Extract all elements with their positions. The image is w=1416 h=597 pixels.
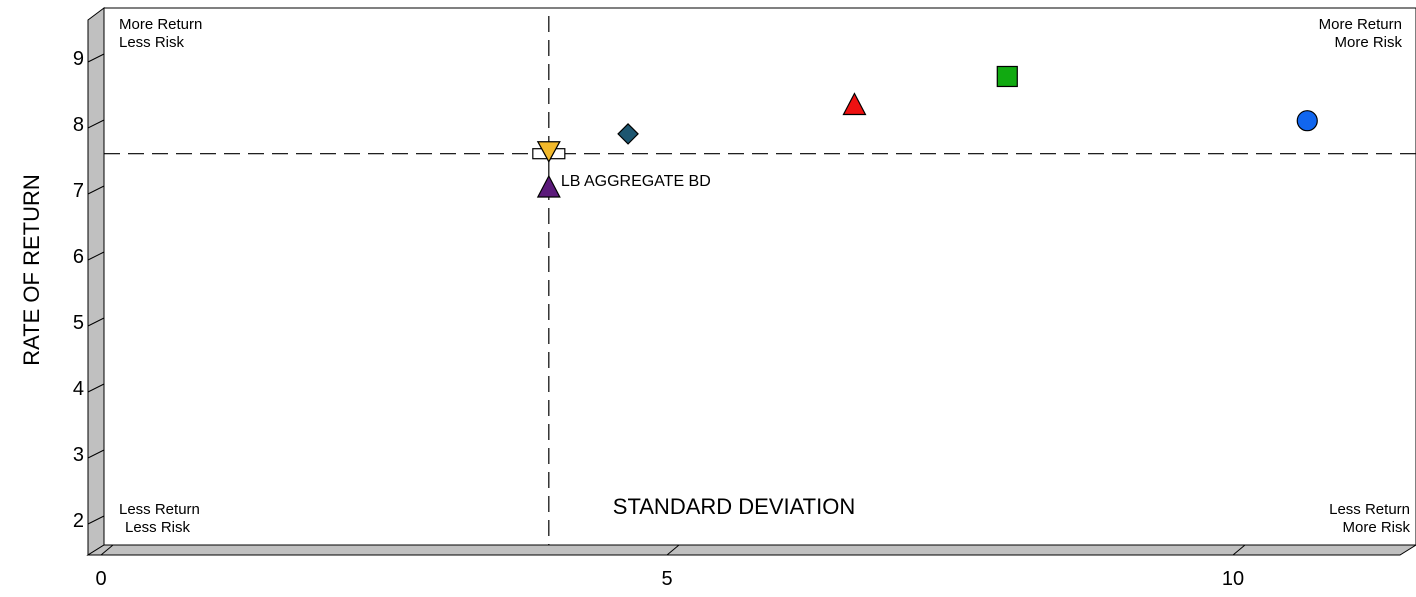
y-tick-mark: [87, 317, 105, 327]
x-tick-label: 0: [95, 568, 106, 590]
quadrant-top-right-line2: More Risk: [1334, 34, 1402, 51]
floor: [86, 544, 1416, 556]
y-tick-label: 6: [73, 246, 84, 268]
y-tick-label: 5: [73, 312, 84, 334]
y-tick-mark: [87, 449, 105, 459]
data-point-square: [996, 65, 1018, 88]
x-tick-label: 5: [661, 568, 672, 590]
data-point-circle: [1296, 110, 1318, 132]
y-tick-mark: [87, 185, 105, 195]
y-axis-title: RATE OF RETURN: [19, 174, 44, 365]
plot-area: [103, 7, 1416, 546]
data-point-triangle-up: [536, 174, 561, 198]
x-tick-label: 10: [1222, 568, 1244, 590]
quadrant-bottom-right-line1: Less Return: [1329, 501, 1410, 518]
data-point-diamond: [617, 123, 639, 145]
y-tick-mark: [87, 53, 105, 63]
x-tick-mark: [1232, 544, 1246, 556]
data-point-label: LB AGGREGATE BD: [561, 173, 711, 190]
quadrant-bottom-left-line2: Less Risk: [125, 519, 191, 536]
y-tick-mark: [87, 119, 105, 129]
data-point-triangle-up: [842, 92, 867, 116]
left-wall: [87, 7, 105, 556]
quadrant-top-left-line2: Less Risk: [119, 34, 185, 51]
data-point-triangle-down: [536, 141, 561, 163]
y-tick-label: 4: [73, 378, 84, 400]
quadrant-bottom-right-line2: More Risk: [1342, 519, 1410, 536]
x-tick-mark: [100, 544, 114, 556]
y-tick-label: 9: [73, 48, 84, 70]
quadrant-bottom-left-line1: Less Return: [119, 501, 200, 518]
y-tick-label: 3: [73, 444, 84, 466]
y-tick-mark: [87, 251, 105, 261]
y-tick-mark: [87, 383, 105, 393]
y-tick-label: 8: [73, 114, 84, 136]
x-axis-title: STANDARD DEVIATION: [613, 494, 855, 519]
y-tick-label: 7: [73, 180, 84, 202]
y-tick-mark: [87, 515, 105, 525]
y-tick-label: 2: [73, 510, 84, 532]
quadrant-top-right-line1: More Return: [1319, 16, 1402, 33]
x-tick-mark: [666, 544, 680, 556]
quadrant-top-left-line1: More Return: [119, 16, 202, 33]
